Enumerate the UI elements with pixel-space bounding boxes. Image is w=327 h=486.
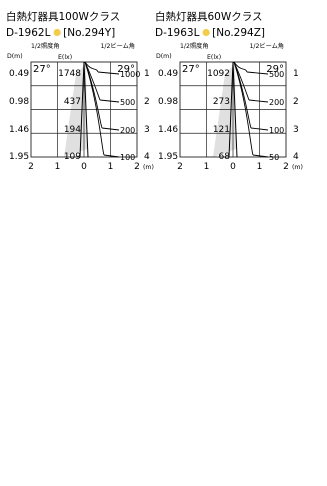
chart-1-half-illum-label: 1/2照度角 — [31, 42, 60, 50]
chart-1-model-ref: [No.294Y] — [63, 27, 115, 39]
chart-1-isolux-label: 1000 — [120, 70, 140, 79]
chart-2-beam-angle: 29° — [266, 64, 284, 75]
chart-1-row-index: 3 — [144, 125, 150, 135]
chart-2-col-distance: D(m) — [156, 53, 172, 60]
chart-1-cone-left-line — [79, 61, 85, 158]
chart-1-isolux-leader — [99, 99, 120, 103]
chart-1-distance-value: 1.46 — [9, 125, 29, 135]
chart-1-illuminance-value: 1748 — [58, 69, 81, 79]
chart-2-x-tick: 2 — [283, 162, 289, 172]
chart-1-isolux-leader — [103, 154, 120, 158]
chart-2-model: D-1963L — [155, 27, 200, 39]
chart-1-isolux-label: 100 — [120, 153, 135, 162]
chart-1-cone-right-line — [83, 61, 89, 158]
chart-2-col-illuminance: E(lx) — [207, 54, 221, 61]
chart-1-row-index: 2 — [144, 97, 150, 107]
chart-1-x-tick: 2 — [134, 162, 140, 172]
chart-1-col-distance: D(m) — [7, 53, 23, 60]
chart-2-distance-value: 1.95 — [158, 152, 178, 162]
chart-2-isolux-leader — [248, 99, 269, 103]
chart-2-row-index: 1 — [293, 69, 299, 79]
chart-2-distance-value: 0.49 — [158, 69, 178, 79]
chart-1-model: D-1962L — [6, 27, 51, 39]
chart-1-illuminance-value: 109 — [64, 152, 81, 162]
chart-1-row-index: 1 — [144, 69, 150, 79]
chart-1-title: 白熱灯器具100Wクラス — [6, 10, 120, 23]
chart-2-isolux-curve — [233, 61, 248, 73]
chart-2-isolux-label: 50 — [269, 153, 279, 162]
chart-2-isolux-leader — [246, 71, 269, 75]
chart-2-row-index: 4 — [293, 152, 299, 162]
chart-2-isolux-leader — [250, 127, 269, 131]
chart-2-cone-left-line — [228, 61, 234, 158]
chart-2-illuminance-value: 1092 — [207, 69, 230, 79]
chart-2-isolux-label: 500 — [269, 70, 284, 79]
chart-2-row-index: 2 — [293, 97, 299, 107]
chart-1-row-index: 4 — [144, 152, 150, 162]
chart-2-half-beam-label: 1/2ビーム角 — [249, 42, 284, 50]
chart-2-x-unit: (m) — [292, 164, 303, 171]
chart-2-model-ref: [No.294Z] — [212, 27, 265, 39]
chart-2-illuminance-value: 273 — [213, 97, 230, 107]
chart-2-illum-angle: 27° — [182, 64, 200, 75]
chart-1-col-illuminance: E(lx) — [58, 54, 72, 61]
chart-1-dot-icon — [53, 28, 61, 37]
chart-1-distance-value: 1.95 — [9, 152, 29, 162]
chart-2-distance-value: 1.46 — [158, 125, 178, 135]
chart-2-dot-icon — [202, 28, 210, 37]
chart-1-illum-angle: 27° — [33, 64, 51, 75]
chart-2-illuminance-value: 121 — [213, 125, 230, 135]
chart-2-x-tick: 2 — [177, 162, 183, 172]
chart-1-isolux-leader — [97, 71, 120, 75]
chart-1-isolux-label: 500 — [120, 98, 135, 107]
chart-1-distance-value: 0.98 — [9, 97, 29, 107]
chart-1-illuminance-value: 194 — [64, 125, 81, 135]
chart-2-isolux-label: 100 — [269, 126, 284, 135]
chart-1-distance-value: 0.49 — [9, 69, 29, 79]
chart-1-x-tick: 1 — [55, 162, 61, 172]
chart-2-illuminance-value: 68 — [219, 152, 231, 162]
chart-2-distance-value: 0.98 — [158, 97, 178, 107]
chart-1-x-tick: 0 — [81, 162, 87, 172]
chart-1-isolux-leader — [101, 127, 120, 131]
chart-1-isolux-curve — [84, 61, 99, 73]
chart-1-isolux-curve — [84, 61, 105, 156]
chart-2-isolux-leader — [252, 154, 269, 158]
chart-2-cone-right-line — [232, 61, 238, 158]
chart-2-half-illum-label: 1/2照度角 — [180, 42, 209, 50]
chart-2-x-tick: 1 — [257, 162, 263, 172]
chart-2-x-tick: 1 — [204, 162, 210, 172]
chart-2-isolux-curve — [233, 61, 254, 156]
chart-1-illuminance-value: 437 — [64, 97, 81, 107]
chart-1-isolux-label: 200 — [120, 126, 135, 135]
chart-1-x-tick: 2 — [28, 162, 34, 172]
chart-2-row-index: 3 — [293, 125, 299, 135]
chart-2-isolux-label: 200 — [269, 98, 284, 107]
chart-2-title: 白熱灯器具60Wクラス — [155, 10, 263, 23]
chart-2-x-tick: 0 — [230, 162, 236, 172]
chart-1-beam-angle: 29° — [117, 64, 135, 75]
chart-1-x-unit: (m) — [143, 164, 154, 171]
chart-1-x-tick: 1 — [108, 162, 114, 172]
chart-1-half-beam-label: 1/2ビーム角 — [100, 42, 135, 50]
